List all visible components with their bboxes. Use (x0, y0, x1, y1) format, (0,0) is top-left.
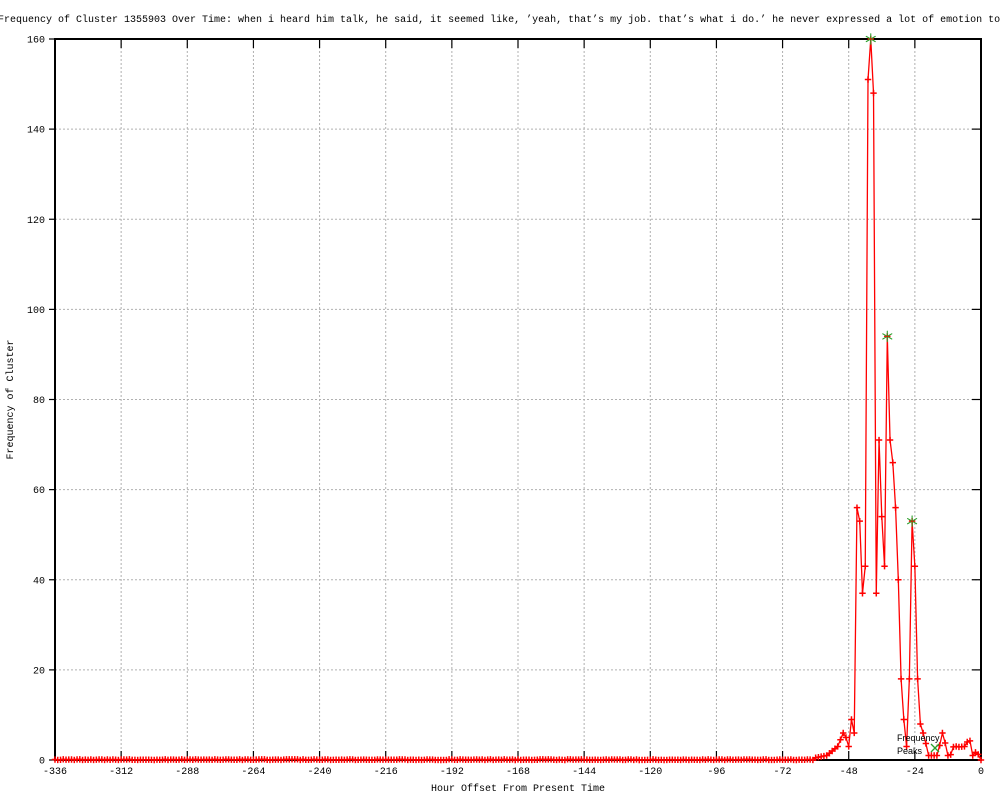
svg-text:120: 120 (27, 216, 45, 227)
svg-text:0: 0 (978, 767, 984, 778)
svg-text:-312: -312 (109, 767, 133, 778)
svg-text:160: 160 (27, 36, 45, 47)
svg-text:-48: -48 (840, 767, 858, 778)
svg-text:20: 20 (33, 666, 45, 677)
svg-text:-96: -96 (707, 767, 725, 778)
svg-text:Hour Offset From Present Time: Hour Offset From Present Time (431, 783, 605, 795)
svg-text:40: 40 (33, 576, 45, 587)
svg-text:-216: -216 (374, 767, 398, 778)
svg-text:80: 80 (33, 396, 45, 407)
svg-text:-288: -288 (175, 767, 199, 778)
svg-text:0: 0 (39, 757, 45, 768)
svg-text:-264: -264 (241, 767, 265, 778)
svg-text:-144: -144 (572, 767, 596, 778)
svg-text:-120: -120 (638, 767, 662, 778)
svg-text:-168: -168 (506, 767, 530, 778)
svg-text:100: 100 (27, 306, 45, 317)
svg-text:-192: -192 (440, 767, 464, 778)
svg-text:140: 140 (27, 126, 45, 137)
svg-text:Frequency of Cluster: Frequency of Cluster (5, 339, 17, 459)
svg-text:-336: -336 (43, 767, 67, 778)
svg-text:Peaks: Peaks (897, 746, 923, 756)
svg-text:-24: -24 (906, 767, 924, 778)
svg-text:60: 60 (33, 486, 45, 497)
svg-text:-72: -72 (774, 767, 792, 778)
svg-text:Frequency: Frequency (897, 733, 940, 743)
svg-text:Frequency of Cluster 1355903 O: Frequency of Cluster 1355903 Over Time: … (0, 14, 1000, 26)
svg-text:-240: -240 (308, 767, 332, 778)
